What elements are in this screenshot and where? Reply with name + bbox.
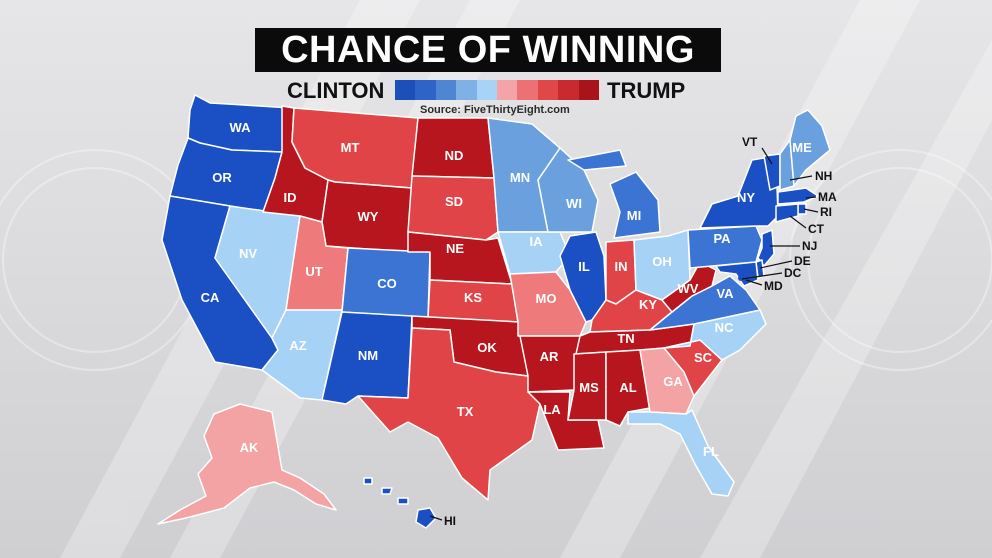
- state-FL[interactable]: [627, 409, 735, 497]
- label-ME: ME: [792, 140, 812, 155]
- label-RI: RI: [820, 205, 832, 219]
- legend-swatch-4: [456, 80, 477, 100]
- label-FL: FL: [703, 444, 719, 459]
- label-AL: AL: [619, 380, 636, 395]
- label-VT: VT: [742, 135, 758, 149]
- state-MI[interactable]: [567, 149, 661, 239]
- label-IL: IL: [578, 259, 590, 274]
- legend-swatch-3: [435, 80, 457, 100]
- label-MD: MD: [764, 279, 783, 293]
- label-NH: NH: [815, 169, 832, 183]
- state-MO[interactable]: [509, 271, 587, 337]
- state-HI[interactable]: [363, 477, 437, 529]
- label-OR: OR: [212, 170, 232, 185]
- chart-title: CHANCE OF WINNING: [255, 28, 721, 72]
- label-SD: SD: [445, 194, 463, 209]
- label-NM: NM: [358, 348, 378, 363]
- label-MO: MO: [536, 291, 557, 306]
- state-ME[interactable]: [789, 109, 831, 187]
- legend-swatch-9: [558, 80, 579, 100]
- source-caption: Source: FiveThirtyEight.com: [420, 104, 570, 116]
- label-TX: TX: [457, 404, 474, 419]
- label-TN: TN: [617, 331, 634, 346]
- label-KY: KY: [639, 297, 657, 312]
- label-SC: SC: [694, 350, 713, 365]
- state-TX[interactable]: [357, 327, 541, 501]
- state-SD[interactable]: [407, 175, 499, 241]
- state-MA[interactable]: [777, 187, 819, 205]
- label-MS: MS: [579, 380, 599, 395]
- label-AK: AK: [240, 440, 259, 455]
- label-IN: IN: [615, 259, 628, 274]
- label-CT: CT: [808, 222, 825, 236]
- label-WA: WA: [230, 120, 252, 135]
- legend-swatch-8: [537, 80, 559, 100]
- legend-swatch-2: [415, 80, 436, 100]
- label-NV: NV: [239, 246, 257, 261]
- label-NC: NC: [715, 320, 734, 335]
- legend-color-scale: [395, 80, 600, 100]
- label-NE: NE: [446, 241, 464, 256]
- label-MA: MA: [818, 190, 837, 204]
- legend-swatch-10: [578, 80, 600, 100]
- label-ND: ND: [445, 148, 464, 163]
- label-WY: WY: [358, 209, 379, 224]
- label-VA: VA: [716, 286, 734, 301]
- label-WI: WI: [566, 196, 582, 211]
- state-AK[interactable]: [157, 403, 337, 525]
- legend-swatch-7: [517, 80, 538, 100]
- label-GA: GA: [663, 374, 683, 389]
- label-ID: ID: [284, 190, 297, 205]
- label-HI: HI: [444, 514, 456, 528]
- label-OH: OH: [652, 254, 672, 269]
- state-WV[interactable]: [661, 261, 717, 313]
- callout-leaders: [429, 147, 819, 521]
- state-LA[interactable]: [527, 391, 605, 451]
- state-WI[interactable]: [537, 147, 599, 233]
- label-UT: UT: [305, 264, 322, 279]
- label-DC: DC: [784, 266, 802, 280]
- state-AR[interactable]: [519, 335, 581, 393]
- state-DC[interactable]: [738, 275, 744, 281]
- label-IA: IA: [530, 234, 544, 249]
- legend-swatch-5: [476, 80, 498, 100]
- label-WV: WV: [678, 281, 699, 296]
- label-PA: PA: [713, 231, 731, 246]
- label-CO: CO: [377, 276, 397, 291]
- label-DE: DE: [794, 254, 811, 268]
- legend-swatch-1: [395, 80, 416, 100]
- label-MN: MN: [510, 170, 530, 185]
- state-NJ[interactable]: [757, 229, 775, 267]
- label-CA: CA: [201, 290, 220, 305]
- label-OK: OK: [477, 340, 497, 355]
- legend-clinton-label: CLINTON: [287, 78, 385, 103]
- label-MI: MI: [627, 208, 641, 223]
- label-AZ: AZ: [289, 338, 306, 353]
- label-NJ: NJ: [802, 239, 817, 253]
- label-LA: LA: [543, 402, 561, 417]
- legend-swatch-6: [497, 80, 518, 100]
- label-NY: NY: [737, 190, 755, 205]
- label-KS: KS: [464, 290, 482, 305]
- legend-trump-label: TRUMP: [607, 78, 686, 103]
- label-AR: AR: [540, 349, 559, 364]
- state-labels: WA OR CA NV ID MT WY UT AZ CO NM ND SD N…: [201, 120, 837, 528]
- label-MT: MT: [341, 140, 360, 155]
